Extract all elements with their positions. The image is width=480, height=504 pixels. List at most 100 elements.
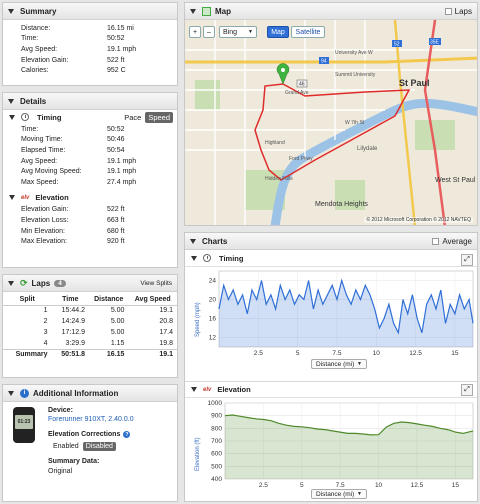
x-tick-label: 2.5 <box>254 350 263 357</box>
laps-cell: 16.15 <box>106 351 125 359</box>
laps-column-header[interactable]: Split <box>3 294 52 306</box>
map-provider-select[interactable]: Bing ▼ <box>219 26 257 38</box>
collapse-triangle-icon[interactable] <box>190 8 196 14</box>
x-tick-label: 12.5 <box>411 482 424 489</box>
y-tick-label: 1000 <box>208 400 223 407</box>
collapse-triangle-icon[interactable] <box>8 280 14 286</box>
stat-value: 50:52 <box>107 35 125 43</box>
view-splits-link[interactable]: View Splits <box>140 279 172 287</box>
timing-expand-icon[interactable]: ⤢ <box>461 254 473 266</box>
timing-chart-header[interactable]: Timing <box>185 250 477 267</box>
laps-cell: 19.8 <box>159 339 173 347</box>
series-area <box>225 415 473 479</box>
collapse-triangle-icon[interactable] <box>191 255 197 261</box>
stat-value: 16.15 mi <box>107 24 134 32</box>
collapse-triangle-icon[interactable] <box>191 387 197 392</box>
laps-summary-row: Summary 50:51.8 16.15 19.1 <box>3 349 177 360</box>
charts-header[interactable]: Charts Average <box>185 233 477 250</box>
details-header[interactable]: Details <box>3 93 177 110</box>
timing-subheader[interactable]: Timing Pace Speed <box>3 110 177 124</box>
map-copyright: © 2012 Microsoft Corporation © 2012 NAVT… <box>364 217 473 223</box>
series-line[interactable] <box>218 278 474 335</box>
laps-cell: 19.1 <box>159 351 173 359</box>
map-label-w7th: W 7th St <box>345 120 365 126</box>
disabled-toggle[interactable]: Disabled <box>82 442 116 451</box>
stat-row: Max Speed: 27.4 mph <box>3 177 177 188</box>
stat-row: Elapsed Time: 50:54 <box>3 145 177 156</box>
laps-checkbox-label: Laps <box>454 6 472 16</box>
speed-toggle[interactable]: Speed <box>145 111 173 123</box>
elevation-title: Elevation <box>35 193 69 203</box>
timing-xaxis-select[interactable]: Distance (mi) ▼ <box>311 359 367 369</box>
series-line[interactable] <box>224 414 474 436</box>
enabled-toggle[interactable]: Enabled <box>53 443 79 450</box>
stat-row: Elevation Loss: 663 ft <box>3 215 177 226</box>
collapse-triangle-icon[interactable] <box>8 8 14 14</box>
elevation-chart-header[interactable]: elv Elevation <box>185 381 477 398</box>
collapse-triangle-icon[interactable] <box>8 390 14 396</box>
map-label-ford: Ford Pkwy <box>289 156 313 162</box>
start-pin-icon[interactable] <box>276 63 290 85</box>
laps-header[interactable]: ⟳ Laps 4 View Splits <box>3 275 177 292</box>
x-tick-label: 2.5 <box>259 482 268 489</box>
clock-icon <box>203 254 211 262</box>
stat-row: Elevation Gain: 522 ft <box>3 205 177 216</box>
map-label-mendota: Mendota Heights <box>315 201 368 208</box>
y-tick-label: 600 <box>211 451 222 458</box>
plot-area <box>218 270 474 348</box>
route-path <box>254 83 411 181</box>
satellite-view-button[interactable]: Satellite <box>291 26 325 38</box>
map-view[interactable]: St Paul West St Paul Mendota Heights Uni… <box>185 20 477 225</box>
map-canvas[interactable]: St Paul West St Paul Mendota Heights Uni… <box>185 20 477 225</box>
timing-chart: 12 16 20 24 2.5 5 7.5 10 12.5 15 Speed (mph) Dist… <box>185 267 478 373</box>
laps-cell: 4 <box>43 339 48 347</box>
collapse-triangle-icon[interactable] <box>9 114 15 120</box>
collapse-triangle-icon[interactable] <box>8 98 14 104</box>
map-label-grand: Grand Ave <box>285 90 309 96</box>
laps-cell: 17.4 <box>159 329 173 336</box>
park-area <box>195 80 220 110</box>
elevation-xaxis-select[interactable]: Distance (mi) ▼ <box>311 489 367 499</box>
stat-value: 920 ft <box>107 238 125 246</box>
y-tick-label: 20 <box>209 297 217 304</box>
average-checkbox-label: Average <box>442 236 472 246</box>
stat-label: Distance: <box>21 24 51 32</box>
zoom-in-button[interactable]: + <box>189 26 201 38</box>
elevation-ylabel: Elevation (ft) <box>195 437 201 471</box>
y-tick-label: 800 <box>211 425 222 432</box>
elevation-subheader[interactable]: elv Elevation <box>3 191 177 205</box>
stat-value: 50:54 <box>107 146 125 154</box>
stat-row: Min Elevation: 680 ft <box>3 226 177 237</box>
laps-cell: 50:51.8 <box>61 351 85 359</box>
zoom-out-button[interactable]: – <box>203 26 215 38</box>
map-header[interactable]: Map Laps <box>185 3 477 20</box>
summary-rows: Distance: 16.15 mi Time: 50:52 Avg Speed: 19.… <box>3 20 177 76</box>
laps-column-header[interactable]: Distance <box>89 294 129 306</box>
collapse-triangle-icon[interactable] <box>9 195 15 201</box>
timing-chart-svg[interactable]: 12 16 20 24 2.5 5 7.5 10 12.5 15 <box>185 267 478 373</box>
stat-value: 27.4 mph <box>107 178 137 186</box>
additional-info-panel: i Additional Information 01:23 Device: F… <box>2 384 178 502</box>
shield-94-icon <box>319 57 329 64</box>
device-link[interactable]: Forerunner 910XT, 2.40.0.0 <box>48 416 134 423</box>
elevation-expand-icon[interactable]: ⤢ <box>461 384 473 396</box>
map-view-button[interactable]: Map <box>267 26 289 38</box>
summary-header[interactable]: Summary <box>3 3 177 20</box>
laps-column-header[interactable]: Avg Speed <box>128 294 177 306</box>
laps-checkbox[interactable] <box>444 7 452 15</box>
map-icon <box>202 6 211 16</box>
elevation-chart-svg[interactable]: 400 500 600 700 800 900 1000 2.5 5 7.5 10 12.5 15 <box>185 399 478 502</box>
average-checkbox[interactable] <box>432 237 440 245</box>
stat-label: Moving Time: <box>21 136 63 144</box>
pace-toggle[interactable]: Pace <box>124 112 142 122</box>
collapse-triangle-icon[interactable] <box>190 238 196 244</box>
elevation-icon: elv <box>21 194 30 201</box>
help-icon[interactable]: ? <box>123 431 131 438</box>
stat-label: Elevation Gain: <box>21 206 69 214</box>
map-label-st-paul: St Paul <box>399 78 430 88</box>
stat-label: Elevation Loss: <box>21 216 69 224</box>
additional-header[interactable]: i Additional Information <box>3 385 177 402</box>
summary-data-value: Original <box>48 468 73 475</box>
shield-46-label: 46 <box>299 82 305 88</box>
laps-column-header[interactable]: Time <box>51 294 89 306</box>
